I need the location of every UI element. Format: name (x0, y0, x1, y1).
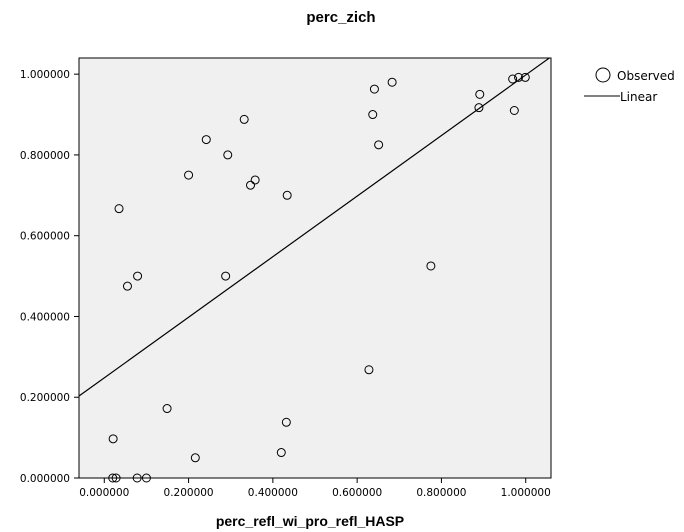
observed-point (387, 77, 397, 87)
observed-point (514, 72, 524, 82)
linear-fit-line (79, 58, 551, 397)
observed-point (108, 434, 118, 444)
observed-point (368, 110, 378, 120)
observed-point (221, 271, 231, 281)
x-tick-label: 0.800000 (416, 487, 466, 499)
y-tick-label: 0.400000 (20, 311, 70, 323)
y-tick-label: 0.600000 (20, 231, 70, 243)
observed-point (184, 170, 194, 180)
y-tick-label: 0.000000 (20, 473, 70, 485)
x-tick-label: 0.400000 (248, 487, 298, 499)
legend-observed-label: Observed (617, 69, 675, 83)
observed-points (108, 72, 530, 483)
y-axis: 0.000000 0.200000 0.400000 0.600000 0.800000… (20, 69, 79, 485)
observed-point (475, 89, 485, 99)
y-tick-label: 0.800000 (20, 150, 70, 162)
observed-point (190, 453, 200, 463)
observed-point (509, 106, 519, 115)
x-tick-label: 0.000000 (79, 487, 129, 499)
observed-point (223, 150, 233, 160)
observed-point (508, 74, 518, 84)
y-tick-label: 0.200000 (20, 392, 70, 404)
observed-point (520, 72, 530, 82)
observed-point (132, 473, 142, 483)
observed-point (282, 190, 292, 200)
observed-point (111, 473, 121, 483)
observed-point (141, 473, 151, 483)
fit-line-layer (79, 58, 551, 397)
observed-point (250, 175, 260, 185)
observed-point (426, 261, 436, 271)
observed-point (114, 204, 124, 214)
observed-point (364, 365, 374, 375)
legend-linear-label: Linear (620, 90, 657, 104)
observed-point (246, 180, 256, 190)
observed-point (108, 473, 118, 483)
observed-point (276, 448, 286, 458)
observed-point (281, 417, 291, 427)
legend: Observed Linear (584, 67, 675, 104)
observed-point (162, 404, 172, 414)
legend-observed-marker (595, 67, 611, 83)
observed-point (239, 114, 249, 124)
observed-point (122, 281, 132, 291)
observed-point (201, 135, 211, 145)
chart-title: perc_zich (306, 9, 375, 26)
x-tick-label: 0.600000 (332, 487, 382, 499)
x-axis: 0.000000 0.200000 0.400000 0.600000 0.800000… (79, 478, 551, 499)
observed-point (369, 84, 379, 94)
plot-area (78, 57, 552, 479)
x-tick-label: 1.000000 (501, 487, 551, 499)
observed-point (133, 271, 143, 281)
observed-point (374, 140, 384, 150)
x-tick-label: 0.200000 (164, 487, 214, 499)
y-tick-label: 1.000000 (20, 69, 70, 81)
x-axis-title: perc_refl_wi_pro_refl_HASP (216, 513, 404, 529)
observed-point (474, 103, 484, 113)
